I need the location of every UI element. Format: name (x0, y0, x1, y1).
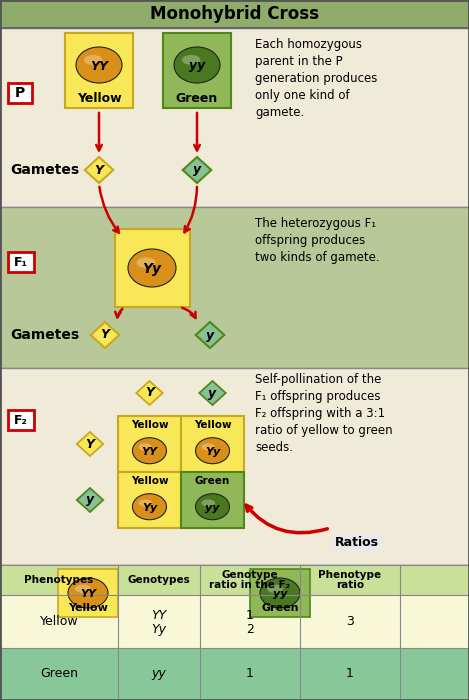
Ellipse shape (136, 258, 156, 268)
Text: 1: 1 (246, 609, 254, 622)
Ellipse shape (68, 578, 108, 608)
Text: 2: 2 (246, 623, 254, 636)
Polygon shape (77, 432, 103, 456)
Text: Green: Green (195, 476, 230, 486)
Text: Yellow: Yellow (131, 476, 168, 486)
Ellipse shape (260, 578, 300, 608)
Ellipse shape (128, 249, 176, 287)
Text: Monohybrid Cross: Monohybrid Cross (150, 5, 319, 23)
Ellipse shape (202, 500, 215, 507)
Bar (58, 569, 118, 617)
Text: F₁: F₁ (14, 256, 28, 269)
Polygon shape (77, 488, 103, 512)
Text: Green: Green (261, 603, 299, 613)
Ellipse shape (133, 494, 166, 519)
Text: Gametes: Gametes (10, 328, 79, 342)
Text: YY: YY (142, 447, 158, 456)
Text: Phenotype
ratio: Phenotype ratio (318, 570, 382, 590)
Polygon shape (199, 381, 226, 405)
Text: Yellow: Yellow (77, 92, 121, 104)
Text: YY: YY (90, 60, 108, 73)
Text: YY: YY (80, 589, 96, 599)
Text: Yellow: Yellow (68, 603, 108, 613)
Ellipse shape (267, 584, 283, 593)
Ellipse shape (196, 438, 229, 463)
Text: Y: Y (94, 164, 104, 176)
Text: Phenotypes: Phenotypes (24, 575, 94, 585)
Polygon shape (91, 322, 119, 348)
Text: y: y (208, 386, 217, 400)
FancyBboxPatch shape (8, 83, 32, 103)
Ellipse shape (76, 47, 122, 83)
Bar (0, 648, 469, 700)
Text: 1: 1 (346, 667, 354, 680)
Text: Yellow: Yellow (194, 420, 231, 430)
Text: 1: 1 (246, 667, 254, 680)
Bar (181, 416, 244, 472)
Bar (114, 229, 189, 307)
Ellipse shape (75, 584, 91, 593)
Text: Y: Y (145, 386, 154, 400)
FancyBboxPatch shape (8, 252, 34, 272)
Text: Green: Green (40, 667, 78, 680)
Text: y: y (86, 494, 94, 507)
Bar (0, 207, 469, 368)
Text: YY: YY (151, 609, 166, 622)
Text: Self-pollination of the
F₁ offspring produces
F₂ offspring with a 3:1
ratio of y: Self-pollination of the F₁ offspring pro… (255, 373, 393, 454)
Ellipse shape (84, 55, 102, 65)
Text: F₂: F₂ (14, 414, 28, 426)
Text: 3: 3 (346, 615, 354, 628)
Bar (0, 565, 469, 700)
Polygon shape (85, 157, 113, 183)
Bar (0, 565, 469, 595)
Polygon shape (183, 157, 212, 183)
Bar (0, 0, 469, 28)
FancyBboxPatch shape (8, 410, 34, 430)
Text: Ratios: Ratios (335, 536, 379, 549)
Bar (181, 472, 244, 528)
Text: Genotype
ratio in the F₂: Genotype ratio in the F₂ (210, 570, 291, 590)
Ellipse shape (202, 444, 215, 451)
Ellipse shape (196, 494, 229, 519)
Polygon shape (136, 381, 163, 405)
Bar (118, 416, 181, 472)
Bar (0, 368, 469, 565)
Bar (65, 33, 133, 108)
Text: Yy: Yy (205, 447, 220, 456)
Ellipse shape (182, 55, 200, 65)
Bar (0, 28, 469, 207)
Text: Yy: Yy (142, 503, 157, 512)
Text: Yy: Yy (151, 623, 166, 636)
Ellipse shape (174, 47, 220, 83)
Text: yy: yy (205, 503, 220, 512)
Text: Y: Y (100, 328, 109, 342)
Text: Yellow: Yellow (40, 615, 78, 628)
Text: yy: yy (189, 60, 205, 73)
Text: yy: yy (273, 589, 287, 599)
Text: Yy: Yy (143, 262, 161, 276)
Ellipse shape (133, 438, 166, 463)
Text: yy: yy (151, 667, 166, 680)
Text: Green: Green (176, 92, 218, 104)
Text: y: y (206, 328, 214, 342)
Text: Yellow: Yellow (131, 420, 168, 430)
Text: P: P (15, 86, 25, 100)
Text: Y: Y (85, 438, 94, 451)
Ellipse shape (138, 500, 152, 507)
Text: The heterozygous F₁
offspring produces
two kinds of gamete.: The heterozygous F₁ offspring produces t… (255, 217, 379, 264)
Bar (250, 569, 310, 617)
Polygon shape (196, 322, 224, 348)
Text: Gametes: Gametes (10, 163, 79, 177)
Bar (118, 472, 181, 528)
Ellipse shape (138, 444, 152, 451)
Bar (163, 33, 231, 108)
Text: y: y (193, 164, 201, 176)
Text: Genotypes: Genotypes (128, 575, 190, 585)
Text: Each homozygous
parent in the P
generation produces
only one kind of
gamete.: Each homozygous parent in the P generati… (255, 38, 378, 119)
